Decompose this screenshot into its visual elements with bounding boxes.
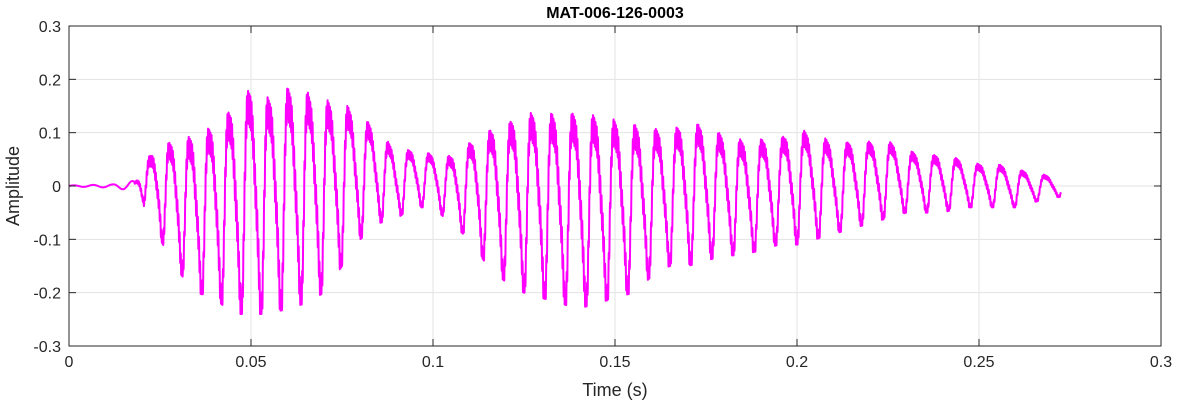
x-tick-label: 0.3	[1150, 354, 1172, 371]
series-layer	[68, 87, 1062, 315]
y-tick-label: 0	[52, 179, 61, 196]
axis-ticks: 0 0.05 0.1 0.15 0.2 0.25 0.3 -0.3 -0.2 -0.1 0 0.1 0.…	[33, 19, 1172, 371]
series-line	[68, 87, 1062, 315]
x-tick-label: 0.25	[963, 354, 994, 371]
y-tick-label: 0.2	[39, 72, 61, 89]
x-tick-label: 0.1	[422, 354, 444, 371]
chart-title: MAT-006-126-0003	[546, 5, 684, 22]
x-tick-label: 0	[65, 354, 74, 371]
x-tick-label: 0.2	[786, 354, 808, 371]
y-tick-label: -0.3	[33, 339, 61, 356]
x-tick-label: 0.15	[599, 354, 630, 371]
y-tick-label: 0.1	[39, 126, 61, 143]
x-tick-label: 0.05	[235, 354, 266, 371]
x-axis-label: Time (s)	[582, 380, 647, 400]
y-tick-label: -0.1	[33, 232, 61, 249]
y-axis-label: Amplitude	[3, 146, 23, 226]
y-tick-label: -0.2	[33, 286, 61, 303]
y-tick-label: 0.3	[39, 19, 61, 36]
